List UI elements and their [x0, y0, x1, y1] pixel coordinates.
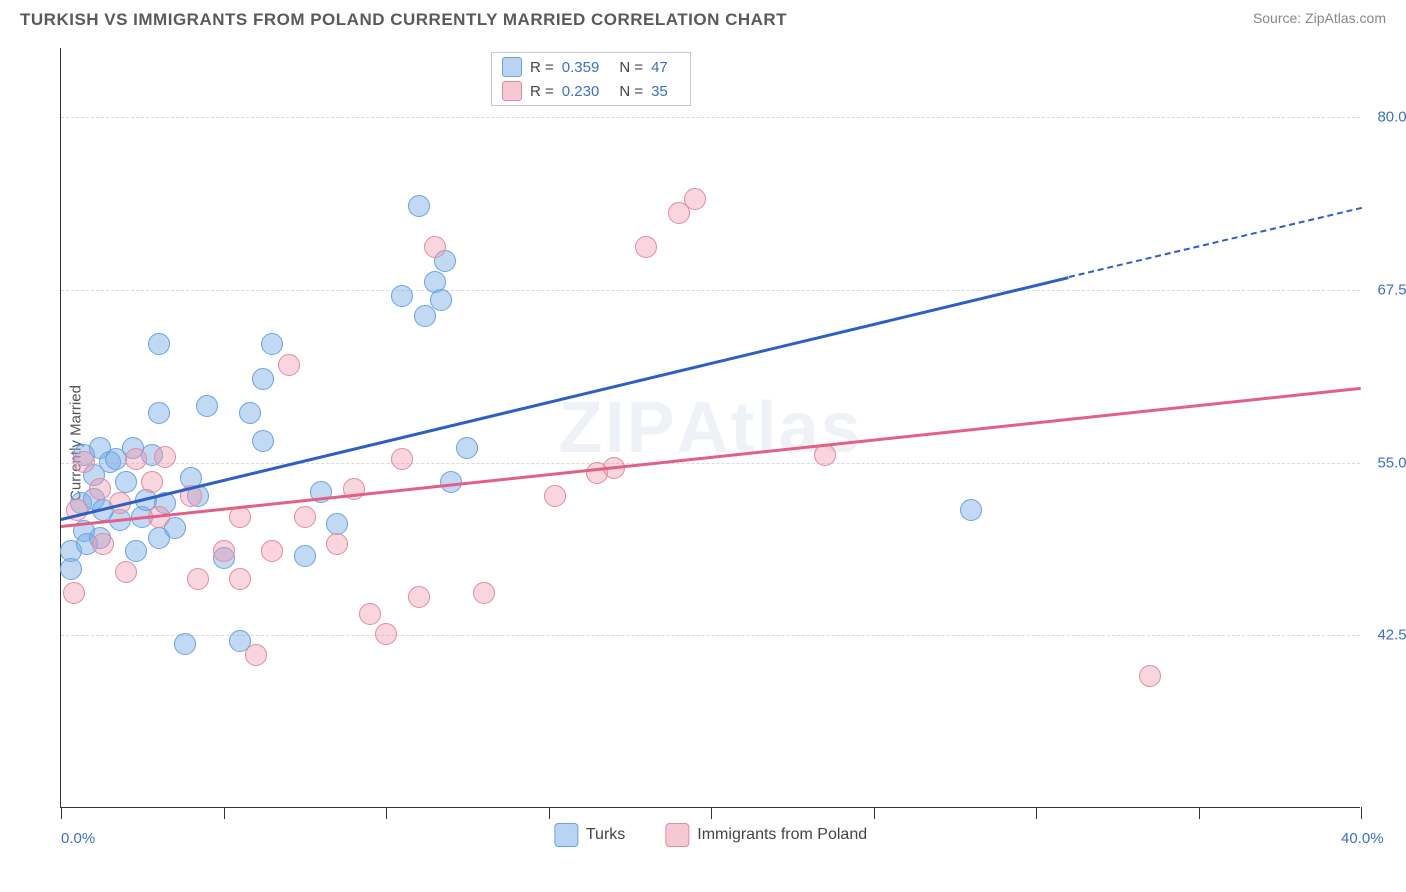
- watermark-part1: ZIP: [558, 388, 676, 468]
- legend-swatch: [665, 823, 689, 847]
- scatter-point: [326, 513, 348, 535]
- gridline: [61, 463, 1360, 464]
- scatter-point: [261, 540, 283, 562]
- scatter-point: [261, 333, 283, 355]
- scatter-point: [141, 471, 163, 493]
- scatter-point: [408, 586, 430, 608]
- scatter-point: [960, 499, 982, 521]
- scatter-point: [60, 558, 82, 580]
- scatter-point: [408, 195, 430, 217]
- scatter-point: [544, 485, 566, 507]
- scatter-point: [294, 506, 316, 528]
- n-label: N =: [619, 59, 643, 76]
- series-legend-label: Immigrants from Poland: [697, 826, 867, 844]
- scatter-point: [294, 545, 316, 567]
- scatter-point: [245, 644, 267, 666]
- plot-area: ZIPAtlas R = 0.359N = 47R = 0.230N = 35 …: [60, 48, 1360, 808]
- scatter-point: [148, 333, 170, 355]
- y-axis-label: 67.5%: [1377, 281, 1406, 298]
- scatter-point: [239, 402, 261, 424]
- scatter-point: [89, 478, 111, 500]
- scatter-point: [174, 633, 196, 655]
- n-label: N =: [619, 83, 643, 100]
- chart-title: TURKISH VS IMMIGRANTS FROM POLAND CURREN…: [20, 10, 787, 30]
- source-attribution: Source: ZipAtlas.com: [1253, 10, 1386, 26]
- scatter-point: [375, 623, 397, 645]
- x-axis-tick: [549, 807, 550, 819]
- x-axis-tick: [224, 807, 225, 819]
- x-axis-tick: [711, 807, 712, 819]
- y-axis-label: 42.5%: [1377, 627, 1406, 644]
- scatter-point: [252, 430, 274, 452]
- series-legend: Turks Immigrants from Poland: [554, 823, 867, 847]
- legend-swatch: [502, 81, 522, 101]
- scatter-point: [424, 236, 446, 258]
- scatter-point: [213, 540, 235, 562]
- x-axis-tick: [874, 807, 875, 819]
- scatter-point: [359, 603, 381, 625]
- scatter-point: [391, 448, 413, 470]
- scatter-point: [115, 471, 137, 493]
- n-value: 47: [651, 59, 668, 76]
- scatter-point: [684, 188, 706, 210]
- scatter-point: [148, 402, 170, 424]
- chart-container: Currently Married ZIPAtlas R = 0.359N = …: [40, 48, 1390, 838]
- series-legend-item: Immigrants from Poland: [665, 823, 867, 847]
- x-axis-label: 0.0%: [61, 830, 95, 847]
- x-axis-tick: [61, 807, 62, 819]
- scatter-point: [278, 354, 300, 376]
- r-value: 0.359: [562, 59, 600, 76]
- scatter-point: [414, 305, 436, 327]
- scatter-point: [252, 368, 274, 390]
- series-legend-item: Turks: [554, 823, 625, 847]
- page-header: TURKISH VS IMMIGRANTS FROM POLAND CURREN…: [0, 0, 1406, 30]
- scatter-point: [92, 533, 114, 555]
- r-value: 0.230: [562, 83, 600, 100]
- scatter-point: [1139, 665, 1161, 687]
- scatter-point: [154, 446, 176, 468]
- gridline: [61, 635, 1360, 636]
- scatter-point: [430, 289, 452, 311]
- scatter-point: [187, 568, 209, 590]
- x-axis-label: 40.0%: [1341, 830, 1406, 847]
- x-axis-tick: [1036, 807, 1037, 819]
- legend-swatch: [502, 57, 522, 77]
- scatter-point: [63, 582, 85, 604]
- x-axis-tick: [1361, 807, 1362, 819]
- scatter-point: [391, 285, 413, 307]
- r-label: R =: [530, 83, 554, 100]
- trend-line-extrapolated: [1068, 207, 1361, 278]
- scatter-point: [635, 236, 657, 258]
- scatter-point: [229, 568, 251, 590]
- gridline: [61, 117, 1360, 118]
- x-axis-tick: [1199, 807, 1200, 819]
- scatter-point: [456, 437, 478, 459]
- scatter-point: [473, 582, 495, 604]
- scatter-point: [326, 533, 348, 555]
- correlation-legend: R = 0.359 N = 47 R = 0.230 N = 35: [491, 52, 691, 106]
- legend-swatch: [554, 823, 578, 847]
- scatter-point: [115, 561, 137, 583]
- gridline: [61, 290, 1360, 291]
- scatter-point: [125, 448, 147, 470]
- n-value: 35: [651, 83, 668, 100]
- correlation-legend-row: R = 0.359 N = 47: [492, 55, 690, 79]
- scatter-point: [196, 395, 218, 417]
- series-legend-label: Turks: [586, 826, 625, 844]
- x-axis-tick: [386, 807, 387, 819]
- y-axis-label: 55.0%: [1377, 454, 1406, 471]
- scatter-point: [125, 540, 147, 562]
- r-label: R =: [530, 59, 554, 76]
- scatter-point: [73, 451, 95, 473]
- y-axis-label: 80.0%: [1377, 109, 1406, 126]
- correlation-legend-row: R = 0.230 N = 35: [492, 79, 690, 103]
